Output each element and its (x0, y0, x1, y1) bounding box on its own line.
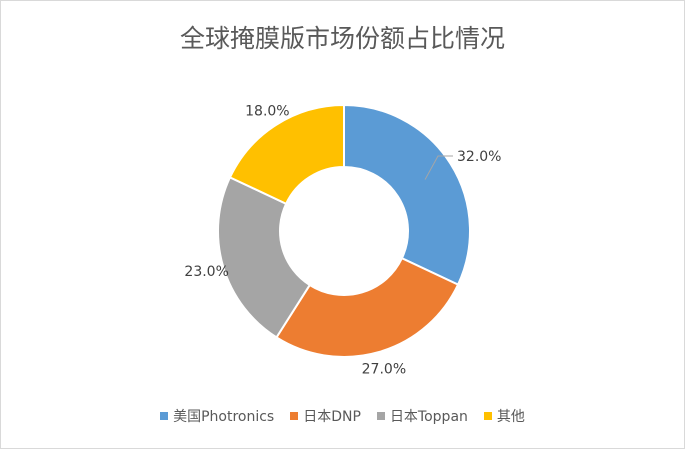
legend-item: 日本DNP (290, 406, 361, 426)
data-label: 27.0% (362, 361, 406, 377)
legend-item: 美国Photronics (160, 406, 274, 426)
legend-swatch (290, 412, 299, 420)
data-label: 18.0% (245, 103, 289, 119)
data-label: 23.0% (184, 264, 228, 280)
legend-label: 其他 (496, 409, 525, 425)
leader-line (424, 155, 453, 180)
chart-title: 全球掩膜版市场份额占比情况 (179, 24, 505, 53)
data-label: 32.0% (457, 149, 501, 165)
donut-slice (228, 103, 345, 206)
legend-swatch (160, 412, 169, 420)
donut-slice (275, 256, 460, 358)
legend-swatch (376, 412, 385, 420)
legend-swatch (483, 412, 492, 420)
legend: 美国Photronics 日本DNP 日本Toppan 其他 (1, 406, 684, 426)
legend-label: 日本DNP (303, 409, 361, 425)
donut-slice (343, 103, 471, 286)
legend-label: 日本Toppan (389, 409, 468, 425)
legend-item: 其他 (483, 406, 525, 426)
legend-item: 日本Toppan (376, 406, 468, 426)
donut-slice (217, 176, 312, 339)
legend-label: 美国Photronics (173, 409, 275, 425)
